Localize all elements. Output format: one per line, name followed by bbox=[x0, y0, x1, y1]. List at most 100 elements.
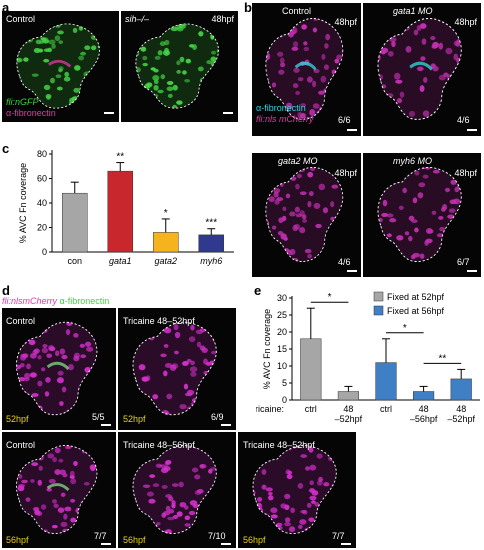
micrograph-b-myh6: myh6 MO 48hpf 6/7 bbox=[363, 153, 481, 277]
micrograph-label: Control bbox=[6, 316, 36, 326]
bar-myh6 bbox=[198, 234, 225, 253]
micrograph-label: gata1 MO bbox=[393, 6, 433, 16]
legend-fibronectin: α-fibronectin bbox=[6, 108, 56, 118]
micrograph-label: Tricaine 48–56hpf bbox=[123, 440, 195, 450]
embryo-ratio: 6/9 bbox=[211, 412, 224, 422]
stage-label: 52hpf bbox=[123, 414, 146, 424]
stage-label: 48hpf bbox=[334, 168, 357, 178]
micrograph-d-control-52: Control 52hpf 5/5 bbox=[2, 308, 116, 430]
legend-swatch bbox=[373, 291, 384, 302]
embryo-ratio: 6/7 bbox=[457, 257, 470, 267]
micrograph-d-tricaine-52-56: Tricaine 48–52hpf 56hpf 7/7 bbox=[238, 432, 356, 548]
y-tick-label: 15 bbox=[277, 344, 287, 354]
scale-bar bbox=[104, 112, 114, 114]
x-tick-label: 48 bbox=[419, 404, 429, 414]
significance-label: ** bbox=[439, 353, 447, 364]
stage-label: 48hpf bbox=[211, 14, 234, 24]
y-tick-label: 40 bbox=[37, 198, 47, 208]
bar bbox=[337, 391, 359, 401]
stage-label: 56hpf bbox=[123, 535, 146, 545]
stage-label: 48hpf bbox=[334, 17, 357, 27]
significance-label: *** bbox=[205, 218, 217, 229]
panel-d-header: fli:nlsmCherry α-fibronectin bbox=[2, 296, 109, 306]
scale-bar bbox=[221, 424, 231, 426]
bar bbox=[300, 338, 322, 401]
micrograph-d-tricaine-56: Tricaine 48–56hpf 56hpf 7/10 bbox=[118, 432, 236, 548]
micrograph-label: Tricaine 48–52hpf bbox=[123, 316, 195, 326]
scale-bar bbox=[223, 112, 233, 114]
x-tick-label: –52hpf bbox=[335, 414, 363, 424]
micrograph-d-tricaine-52: Tricaine 48–52hpf 52hpf 6/9 bbox=[118, 308, 236, 430]
x-tick-label: ctrl bbox=[380, 404, 392, 414]
bar-gata1 bbox=[107, 170, 134, 253]
y-tick-label: 80 bbox=[37, 149, 47, 159]
y-axis-label: % AVC Fn coverage bbox=[18, 163, 28, 243]
y-tick-label: 30 bbox=[277, 293, 287, 303]
legend-fli-ngfp: fli:nGFP bbox=[6, 97, 39, 107]
y-tick-label: 0 bbox=[282, 395, 287, 405]
bar-con bbox=[61, 192, 88, 253]
y-tick-label: 25 bbox=[277, 310, 287, 320]
x-tick-label: –52hpf bbox=[447, 414, 475, 424]
embryo-ratio: 6/6 bbox=[338, 115, 351, 125]
x-tick-label: ctrl bbox=[305, 404, 317, 414]
bar-gata2 bbox=[152, 232, 179, 253]
legend-fibronectin: α-fibronectin bbox=[59, 296, 110, 306]
y-tick-label: 5 bbox=[282, 378, 287, 388]
scale-bar bbox=[467, 270, 477, 272]
x-tick-label: 48 bbox=[456, 404, 466, 414]
scale-bar bbox=[467, 129, 477, 131]
scale-bar bbox=[221, 543, 231, 545]
legend-fli-nlsmcherry: fli:nlsmCherry bbox=[2, 296, 58, 306]
significance-label: ** bbox=[116, 152, 124, 163]
scale-bar bbox=[101, 543, 111, 545]
micrograph-label: Control bbox=[282, 6, 312, 16]
micrograph-label: sih–/– bbox=[125, 14, 150, 24]
micrograph-b-gata2: gata2 MO 48hpf 4/6 bbox=[252, 153, 361, 277]
chart-c: 0 20 40 60 80 % AVC Fn coverage con ** gata1 * gat… bbox=[18, 149, 234, 266]
y-tick-label: 60 bbox=[37, 174, 47, 184]
micrograph-label: Control bbox=[6, 14, 36, 24]
panel-letter-b: b bbox=[244, 0, 252, 15]
x-tick-label: gata1 bbox=[109, 256, 132, 266]
panel-letter-d: d bbox=[2, 283, 10, 298]
bar bbox=[450, 378, 472, 401]
significance-label: * bbox=[164, 208, 168, 219]
micrograph-label: gata2 MO bbox=[278, 156, 318, 166]
micrograph-a-sih: sih–/– 48hpf bbox=[121, 11, 238, 122]
legend-fli-nls-mcherry: fli:nls mCherry bbox=[256, 114, 314, 124]
y-tick-label: 0 bbox=[42, 247, 47, 257]
micrograph-label: Control bbox=[6, 440, 36, 450]
micrograph-d-control-56: Control 56hpf 7/7 bbox=[2, 432, 116, 548]
micrograph-label: Tricaine 48–52hpf bbox=[243, 440, 315, 450]
x-tick-label: gata2 bbox=[154, 256, 177, 266]
bar bbox=[375, 362, 397, 401]
x-prefix-label: Tricaine: bbox=[256, 404, 284, 414]
y-tick-label: 20 bbox=[37, 223, 47, 233]
embryo-ratio: 4/6 bbox=[457, 115, 470, 125]
scale-bar bbox=[347, 129, 357, 131]
panel-letter-e: e bbox=[254, 283, 262, 298]
embryo-ratio: 4/6 bbox=[338, 257, 351, 267]
bar bbox=[413, 391, 435, 401]
micrograph-b-gata1: gata1 MO 48hpf 4/6 bbox=[363, 3, 481, 136]
significance-label: * bbox=[403, 323, 407, 334]
x-tick-label: –56hpf bbox=[410, 414, 438, 424]
significance-label: * bbox=[328, 292, 332, 303]
stage-label: 48hpf bbox=[454, 17, 477, 27]
y-tick-label: 20 bbox=[277, 327, 287, 337]
stage-label: 48hpf bbox=[454, 168, 477, 178]
stage-label: 56hpf bbox=[6, 535, 29, 545]
y-tick-label: 10 bbox=[277, 361, 287, 371]
embryo-ratio: 7/7 bbox=[332, 531, 345, 541]
legend-fibronectin: α-fibronectin bbox=[256, 103, 306, 113]
x-tick-label: myh6 bbox=[200, 256, 222, 266]
embryo-ratio: 7/7 bbox=[94, 531, 107, 541]
x-tick-label: con bbox=[67, 256, 82, 266]
micrograph-label: myh6 MO bbox=[393, 156, 433, 166]
y-axis-label: % AVC Fn coverage bbox=[262, 309, 272, 389]
legend-swatch bbox=[373, 305, 384, 316]
panel-letter-c: c bbox=[2, 141, 10, 156]
scale-bar bbox=[101, 424, 111, 426]
